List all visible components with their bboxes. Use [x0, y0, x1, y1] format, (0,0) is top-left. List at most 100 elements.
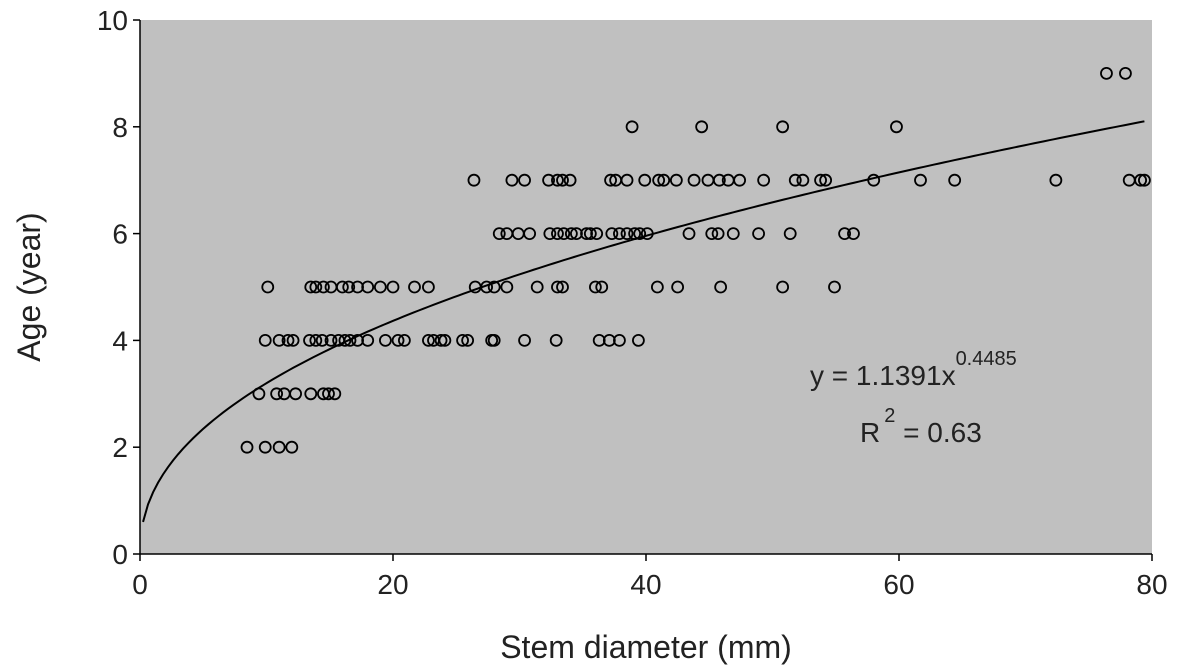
point	[530, 280, 544, 294]
point	[583, 227, 597, 241]
fit-prefix: y =	[810, 360, 856, 391]
point	[605, 227, 619, 241]
point	[361, 280, 375, 294]
point	[551, 173, 564, 187]
point	[386, 280, 400, 294]
point	[726, 227, 740, 241]
point	[281, 333, 295, 347]
point	[613, 333, 626, 347]
point	[1134, 173, 1148, 187]
point	[671, 280, 685, 294]
point	[613, 227, 626, 241]
y-tick-label: 8	[112, 112, 128, 143]
point	[500, 280, 514, 294]
point	[620, 173, 634, 187]
point	[322, 387, 335, 401]
point	[776, 120, 790, 134]
point	[657, 173, 671, 187]
point	[309, 333, 323, 347]
point	[687, 173, 701, 187]
point	[549, 333, 563, 347]
point	[373, 280, 387, 294]
point	[589, 280, 602, 294]
point	[564, 227, 578, 241]
x-tick-label: 0	[132, 569, 148, 600]
point	[1049, 173, 1063, 187]
point	[335, 280, 349, 294]
point	[776, 280, 790, 294]
point	[788, 173, 802, 187]
point	[695, 120, 709, 134]
point	[633, 227, 647, 241]
point	[556, 280, 569, 294]
point	[556, 173, 569, 187]
point	[733, 173, 747, 187]
point	[752, 227, 765, 241]
point	[342, 280, 356, 294]
point	[783, 227, 797, 241]
point	[492, 227, 506, 241]
r2-symbol: R	[860, 417, 880, 448]
point	[711, 227, 725, 241]
fit-r2: R2 = 0.63	[860, 405, 982, 448]
point	[828, 280, 841, 294]
x-tick-label: 20	[377, 569, 408, 600]
y-tick-label: 6	[112, 219, 128, 250]
point	[712, 173, 726, 187]
point	[467, 173, 481, 187]
point	[890, 120, 903, 134]
point	[650, 280, 664, 294]
point	[408, 280, 421, 294]
fit-equation: y = 1.1391x0.4485	[810, 348, 1017, 391]
point	[270, 387, 284, 401]
point	[286, 333, 300, 347]
point	[590, 227, 604, 241]
x-axis-label: Stem diameter (mm)	[500, 629, 792, 665]
fit-curve	[142, 120, 1145, 523]
y-tick-label: 10	[97, 5, 128, 36]
point	[814, 173, 827, 187]
r2-value: 0.63	[927, 417, 982, 448]
point	[434, 333, 448, 347]
point	[361, 333, 375, 347]
point	[551, 227, 564, 241]
point	[757, 173, 771, 187]
point	[714, 280, 728, 294]
fit-variable: x	[942, 360, 956, 391]
point	[487, 280, 501, 294]
r2-equals: =	[895, 417, 927, 448]
point	[563, 173, 577, 187]
x-tick-label: 60	[883, 569, 914, 600]
point	[309, 280, 323, 294]
point	[289, 387, 302, 401]
y-axis-label: Age (year)	[11, 212, 47, 361]
fit-exponent: 0.4485	[956, 348, 1017, 370]
point	[422, 333, 435, 347]
point	[847, 227, 860, 241]
point	[705, 227, 719, 241]
point	[461, 333, 475, 347]
x-tick-label: 40	[630, 569, 661, 600]
point	[487, 333, 501, 347]
point	[557, 227, 571, 241]
point	[303, 333, 316, 347]
point	[682, 227, 696, 241]
point	[542, 173, 555, 187]
point	[315, 333, 329, 347]
point	[272, 440, 286, 454]
point	[523, 227, 537, 241]
point	[391, 333, 405, 347]
point	[397, 333, 411, 347]
point	[258, 333, 272, 347]
point	[518, 173, 531, 187]
point	[1138, 173, 1151, 187]
plot-area	[140, 20, 1152, 554]
point	[240, 440, 254, 454]
point	[595, 280, 609, 294]
point	[1100, 67, 1113, 80]
point	[343, 333, 357, 347]
point	[625, 120, 639, 134]
point	[438, 333, 452, 347]
